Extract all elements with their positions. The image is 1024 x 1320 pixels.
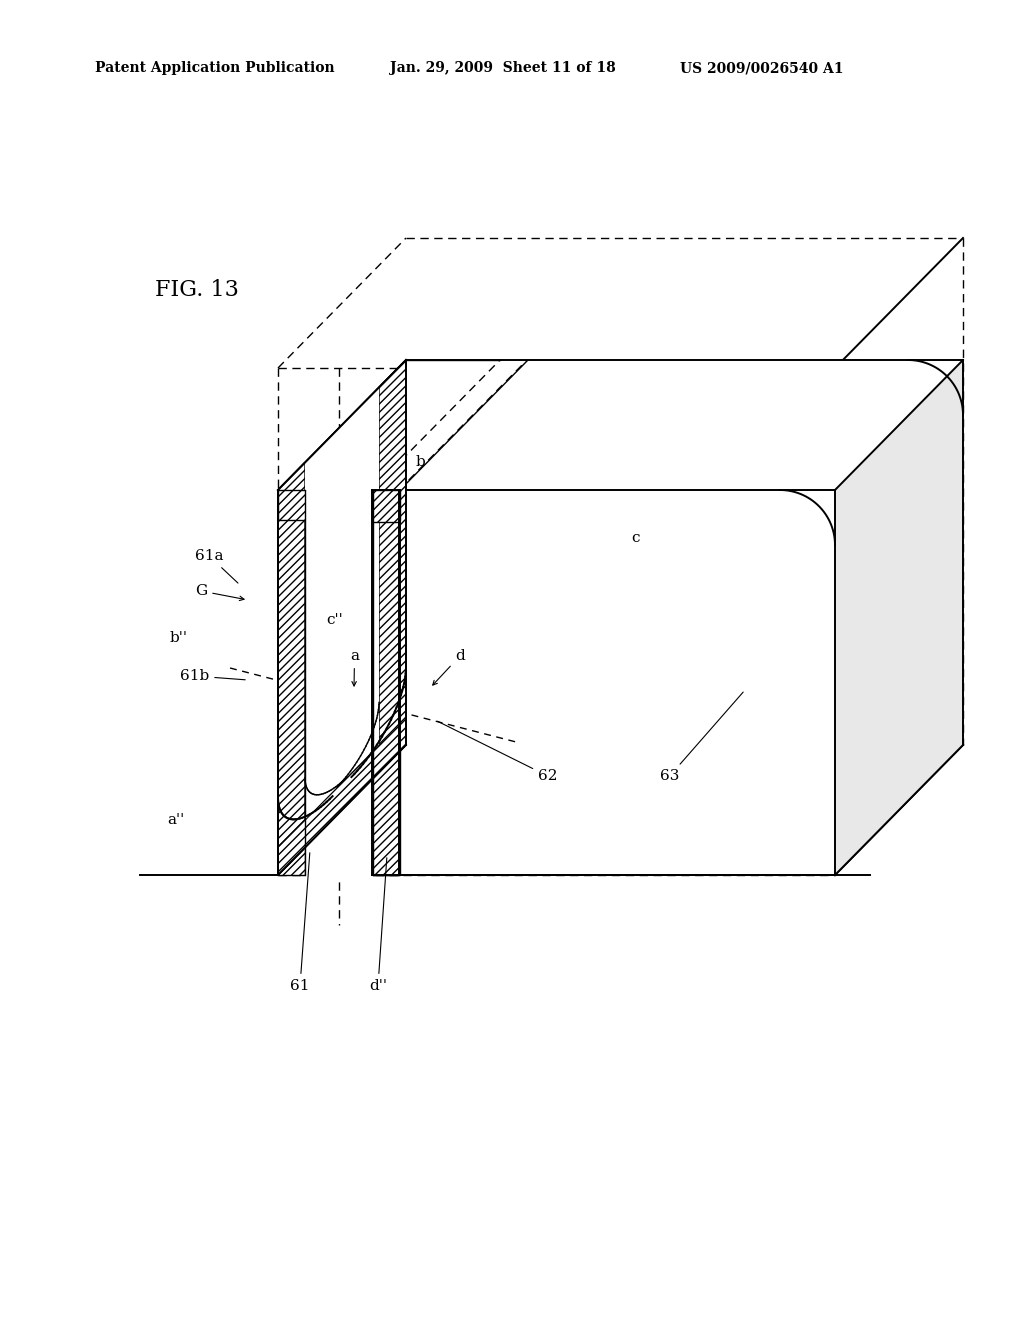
Polygon shape [278, 717, 406, 875]
Text: c: c [631, 531, 639, 545]
Text: a: a [350, 649, 359, 686]
Polygon shape [372, 490, 399, 521]
Text: c'': c'' [327, 612, 343, 627]
Polygon shape [278, 490, 400, 520]
Text: 61a: 61a [195, 549, 238, 583]
Text: 61: 61 [290, 853, 310, 993]
Polygon shape [372, 521, 399, 875]
Text: US 2009/0026540 A1: US 2009/0026540 A1 [680, 61, 844, 75]
Text: Jan. 29, 2009  Sheet 11 of 18: Jan. 29, 2009 Sheet 11 of 18 [390, 61, 615, 75]
Polygon shape [835, 360, 963, 875]
Polygon shape [379, 360, 406, 772]
Text: 61b: 61b [180, 669, 245, 682]
Text: FIG. 13: FIG. 13 [155, 279, 239, 301]
Polygon shape [373, 490, 400, 875]
Polygon shape [278, 462, 305, 875]
Text: b'': b'' [170, 631, 188, 645]
Text: a'': a'' [168, 813, 185, 828]
Text: d'': d'' [369, 858, 387, 993]
Text: G: G [195, 583, 244, 601]
Polygon shape [278, 462, 305, 875]
Polygon shape [278, 360, 406, 875]
Text: d: d [433, 649, 465, 685]
Polygon shape [305, 490, 373, 876]
Polygon shape [278, 360, 963, 490]
Polygon shape [278, 490, 835, 875]
Text: Patent Application Publication: Patent Application Publication [95, 61, 335, 75]
Polygon shape [278, 360, 406, 875]
Polygon shape [305, 388, 379, 820]
Polygon shape [278, 490, 305, 875]
Text: 63: 63 [660, 692, 743, 783]
Text: b: b [415, 455, 425, 469]
Text: 62: 62 [437, 721, 557, 783]
